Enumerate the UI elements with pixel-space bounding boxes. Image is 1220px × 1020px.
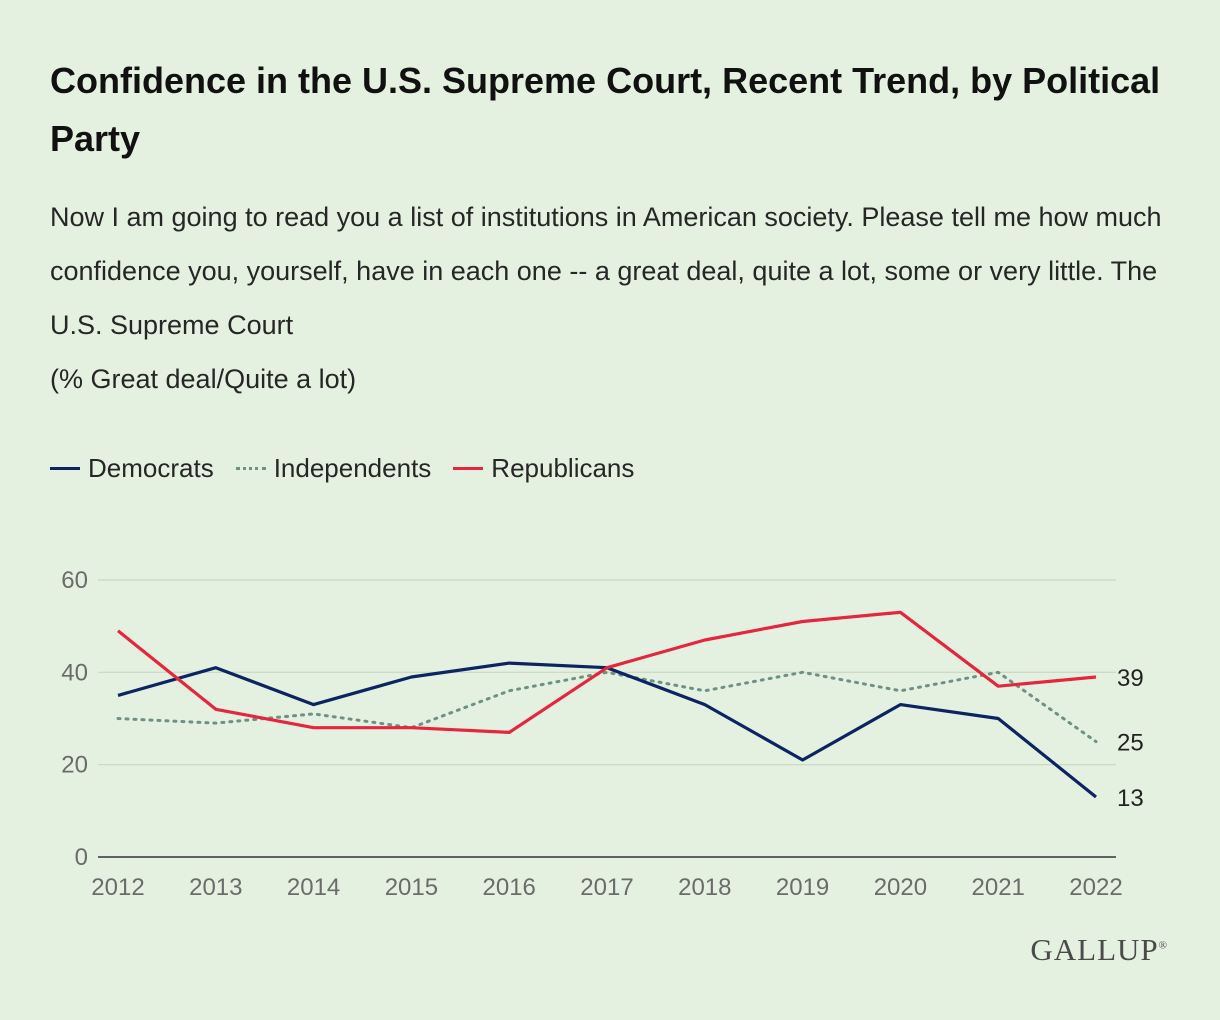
data-point-republicans-2012 bbox=[116, 629, 120, 633]
x-tick-label-2020: 2020 bbox=[874, 874, 927, 901]
logo-mark: ® bbox=[1158, 939, 1168, 952]
data-point-independents-2017 bbox=[605, 670, 609, 674]
data-point-democrats-2020 bbox=[898, 703, 902, 707]
x-tick-label-2013: 2013 bbox=[189, 874, 242, 901]
data-point-independents-2014 bbox=[312, 712, 316, 716]
x-tick-label-2015: 2015 bbox=[385, 874, 438, 901]
x-tick-label-2014: 2014 bbox=[287, 874, 340, 901]
data-point-democrats-2021 bbox=[996, 717, 1000, 721]
data-point-republicans-2019 bbox=[801, 620, 805, 624]
x-tick-label-2012: 2012 bbox=[91, 874, 144, 901]
data-point-democrats-2014 bbox=[312, 703, 316, 707]
data-point-independents-2013 bbox=[214, 721, 218, 725]
legend-item-republicans: Republicans bbox=[453, 453, 634, 484]
legend-swatch-republicans bbox=[453, 466, 484, 470]
data-point-democrats-2013 bbox=[214, 666, 218, 670]
data-point-democrats-2022 bbox=[1094, 795, 1098, 799]
legend-item-democrats: Democrats bbox=[50, 453, 214, 484]
y-tick-label-0: 0 bbox=[75, 844, 88, 871]
x-tick-label-2016: 2016 bbox=[483, 874, 536, 901]
chart-title: Confidence in the U.S. Supreme Court, Re… bbox=[50, 60, 1161, 159]
y-tick-label-40: 40 bbox=[61, 659, 88, 686]
data-point-republicans-2016 bbox=[507, 730, 511, 734]
data-point-republicans-2021 bbox=[996, 684, 1000, 688]
series-line-republicans bbox=[116, 610, 1097, 735]
chart-note: (% Great deal/Quite a lot) bbox=[50, 364, 357, 394]
data-point-independents-2018 bbox=[703, 689, 707, 693]
series-line-independents bbox=[116, 670, 1098, 744]
data-point-independents-2012 bbox=[116, 717, 120, 721]
data-point-independents-2020 bbox=[898, 689, 902, 693]
data-point-independents-2021 bbox=[996, 670, 1000, 674]
data-point-democrats-2012 bbox=[116, 693, 120, 697]
legend-label-republicans: Republicans bbox=[491, 452, 635, 483]
data-point-independents-2022 bbox=[1094, 740, 1098, 744]
legend-label-independents: Independents bbox=[273, 452, 432, 483]
legend-swatch-independents bbox=[235, 466, 266, 470]
data-point-republicans-2018 bbox=[703, 638, 707, 642]
legend-label-democrats: Democrats bbox=[88, 452, 214, 483]
data-point-independents-2019 bbox=[801, 670, 805, 674]
legend-item-independents: Independents bbox=[235, 452, 432, 484]
x-tick-label-2018: 2018 bbox=[678, 874, 731, 901]
series-line-democrats bbox=[117, 661, 1098, 799]
data-point-democrats-2018 bbox=[703, 703, 707, 707]
x-tick-label-2021: 2021 bbox=[972, 874, 1025, 901]
data-point-democrats-2019 bbox=[801, 758, 805, 762]
legend-swatch-democrats bbox=[50, 466, 80, 470]
data-point-republicans-2020 bbox=[898, 610, 902, 614]
x-tick-label-2017: 2017 bbox=[580, 874, 633, 901]
x-tick-label-2022: 2022 bbox=[1069, 874, 1122, 901]
y-tick-label-60: 60 bbox=[61, 567, 88, 594]
y-tick-label-20: 20 bbox=[61, 752, 88, 779]
chart-subtitle: Now I am going to read you a list of ins… bbox=[50, 202, 1162, 340]
data-point-republicans-2017 bbox=[605, 666, 609, 670]
data-point-democrats-2016 bbox=[507, 661, 511, 665]
data-point-republicans-2013 bbox=[214, 707, 218, 711]
data-point-independents-2016 bbox=[507, 689, 511, 693]
end-label-democrats: 13 bbox=[1117, 785, 1144, 812]
data-point-republicans-2014 bbox=[312, 726, 316, 730]
logo-text: GALLUP bbox=[1030, 932, 1159, 967]
data-point-republicans-2015 bbox=[409, 726, 413, 730]
data-point-democrats-2015 bbox=[409, 675, 413, 679]
chart-legend: Democrats Independents Republicans bbox=[50, 448, 656, 488]
x-tick-label-2019: 2019 bbox=[776, 874, 829, 901]
end-label-independents: 25 bbox=[1117, 730, 1144, 757]
data-point-republicans-2022 bbox=[1094, 675, 1098, 679]
gallup-logo: GALLUP® bbox=[1030, 932, 1168, 968]
end-label-republicans: 39 bbox=[1117, 665, 1144, 692]
